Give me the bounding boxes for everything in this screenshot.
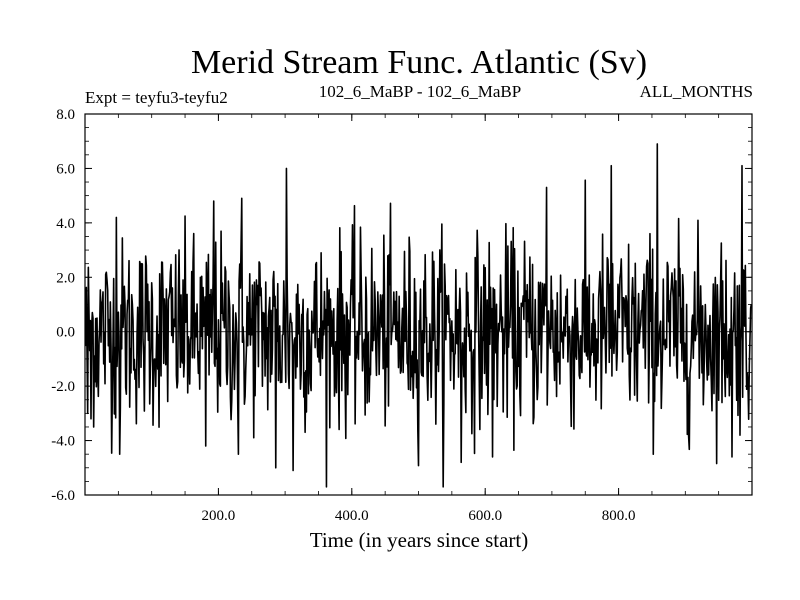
y-tick-label: -2.0 xyxy=(51,379,75,395)
y-tick-label: 8.0 xyxy=(56,107,75,123)
y-tick-label: -4.0 xyxy=(51,434,75,450)
y-tick-label: 0.0 xyxy=(56,325,75,341)
plot-frame xyxy=(84,113,753,496)
x-tick-label: 200.0 xyxy=(202,508,236,524)
chart-title: Merid Stream Func. Atlantic (Sv) xyxy=(191,44,647,81)
x-tick-label: 600.0 xyxy=(468,508,502,524)
series-line xyxy=(84,143,753,488)
y-tick-label: 6.0 xyxy=(56,161,75,177)
experiment-label: Expt = teyfu3-teyfu2 xyxy=(85,88,228,107)
x-tick-label: 400.0 xyxy=(335,508,369,524)
x-tick-label: 800.0 xyxy=(602,508,636,524)
y-tick-label: -6.0 xyxy=(51,488,75,504)
y-tick-label: 4.0 xyxy=(56,216,75,232)
period-label: 102_6_MaBP - 102_6_MaBP xyxy=(319,82,521,101)
months-label: ALL_MONTHS xyxy=(640,82,753,101)
series-layer xyxy=(84,143,753,488)
y-tick-label: 2.0 xyxy=(56,270,75,286)
x-axis-label: Time (in years since start) xyxy=(310,528,529,552)
